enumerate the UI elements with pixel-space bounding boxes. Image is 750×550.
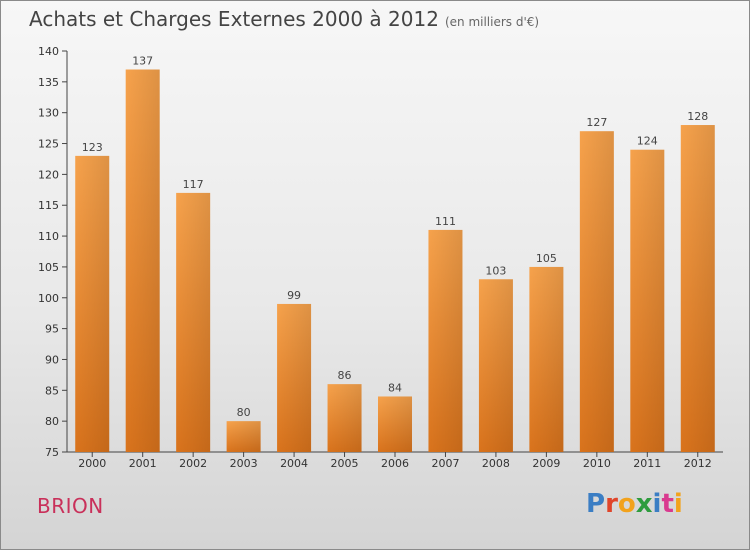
y-tick-label: 75	[45, 446, 59, 459]
value-label-2003: 80	[237, 406, 251, 419]
bar-shade-2012	[680, 125, 715, 453]
y-tick-label: 130	[38, 107, 59, 120]
logo-letter: o	[617, 489, 636, 519]
value-label-2010: 127	[586, 116, 607, 129]
value-label-2011: 124	[637, 135, 658, 148]
x-tick-label-2002: 2002	[179, 457, 207, 470]
x-tick-label-2007: 2007	[431, 457, 459, 470]
x-tick-label-2001: 2001	[129, 457, 157, 470]
x-tick-label-2003: 2003	[230, 457, 258, 470]
y-tick-label: 115	[38, 199, 59, 212]
bar-shade-2007	[428, 229, 463, 452]
y-tick-label: 90	[45, 353, 59, 366]
value-label-2012: 128	[687, 110, 708, 123]
logo-letter: P	[586, 489, 606, 519]
y-tick-label: 140	[38, 45, 59, 58]
value-label-2000: 123	[82, 141, 103, 154]
value-label-2006: 84	[388, 381, 402, 394]
y-tick-label: 105	[38, 261, 59, 274]
x-tick-label-2012: 2012	[684, 457, 712, 470]
x-tick-label-2006: 2006	[381, 457, 409, 470]
y-tick-label: 120	[38, 168, 59, 181]
value-label-2009: 105	[536, 252, 557, 265]
y-tick-label: 125	[38, 138, 59, 151]
bar-shade-2011	[630, 149, 665, 452]
bar-shade-2000	[75, 155, 110, 452]
bars	[75, 69, 715, 453]
bar-shade-2002	[176, 192, 211, 452]
bar-shade-2003	[226, 421, 261, 452]
bar-shade-2006	[378, 396, 412, 452]
y-tick-label: 80	[45, 415, 59, 428]
bar-shade-2009	[529, 266, 564, 452]
y-tick-label: 100	[38, 292, 59, 305]
value-label-2007: 111	[435, 215, 456, 228]
bar-shade-2001	[125, 69, 160, 452]
axes: 75 80 85 90 95 100 105 110 115 120 125 130 135 140 200…	[38, 45, 723, 470]
x-tick-label-2004: 2004	[280, 457, 308, 470]
value-labels: 123 137 117 80 99 86 84 111 103 105 127 124 128	[82, 55, 709, 420]
x-tick-label-2005: 2005	[331, 457, 359, 470]
x-tick-label-2011: 2011	[633, 457, 661, 470]
value-label-2002: 117	[183, 178, 204, 191]
value-label-2001: 137	[132, 55, 153, 68]
y-tick-label: 135	[38, 76, 59, 89]
bar-shade-2010	[579, 131, 614, 452]
chart-subtitle: (en milliers d'€)	[444, 15, 540, 29]
value-label-2004: 99	[287, 289, 301, 302]
logo-letter: t	[661, 489, 674, 519]
place-name: BRION	[37, 494, 104, 518]
x-tick-label-2009: 2009	[532, 457, 560, 470]
value-label-2005: 86	[338, 369, 352, 382]
logo-letter: x	[635, 489, 653, 519]
x-tick-label-2000: 2000	[78, 457, 106, 470]
bar-shade-2008	[478, 279, 513, 452]
logo-letter: i	[652, 489, 662, 519]
y-tick-label: 95	[45, 323, 59, 336]
x-tick-label-2010: 2010	[583, 457, 611, 470]
bar-shade-2004	[277, 303, 312, 452]
x-tick-label-2008: 2008	[482, 457, 510, 470]
chart-title-text: Achats et Charges Externes 2000 à 2012	[29, 7, 439, 31]
logo-letter: i	[673, 489, 683, 519]
y-tick-label: 110	[38, 230, 59, 243]
value-label-2008: 103	[485, 264, 506, 277]
y-tick-label: 85	[45, 384, 59, 397]
proxiti-logo: Proxiti	[586, 489, 683, 519]
chart-title: Achats et Charges Externes 2000 à 2012 (e…	[29, 7, 539, 31]
logo-letter: r	[605, 489, 618, 519]
bar-shade-2005	[327, 384, 362, 452]
